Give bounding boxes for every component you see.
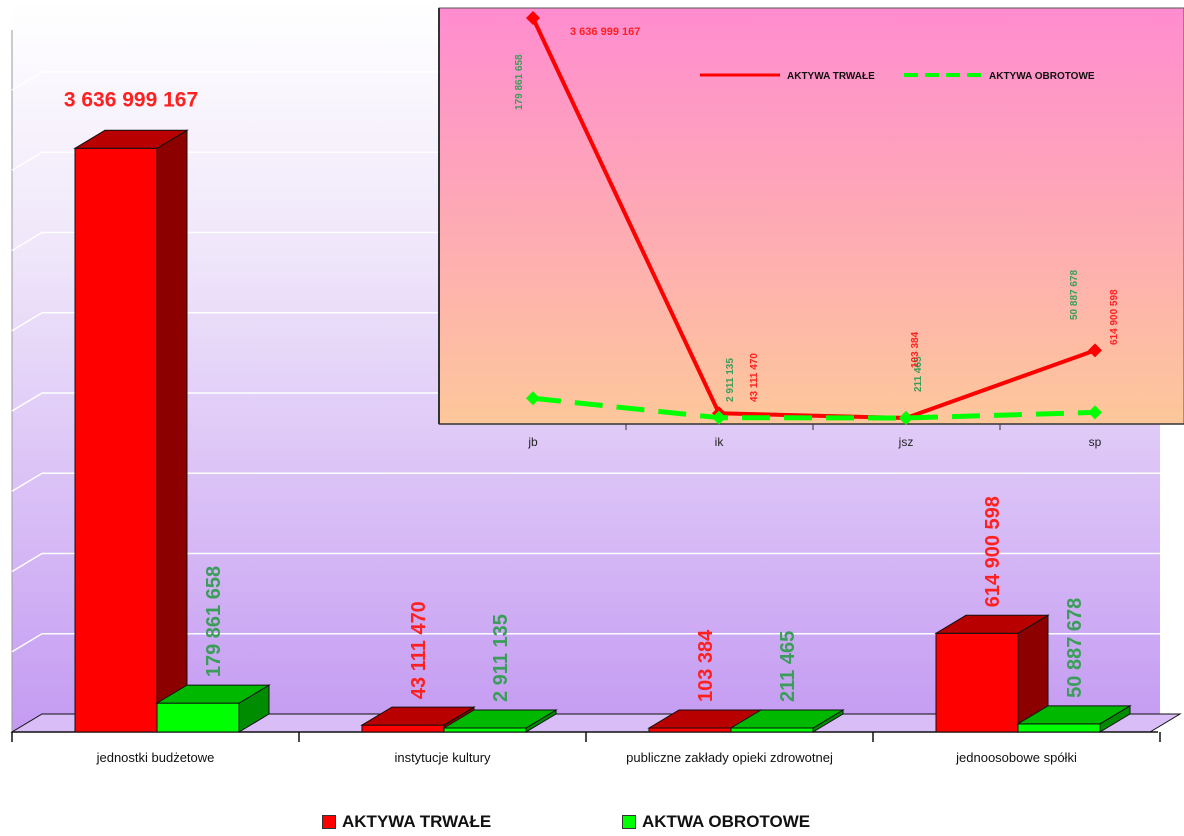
inset-data-label: 50 887 678 [1069,270,1080,320]
inset-x-tick-label: ik [715,435,725,449]
data-label: 3 636 999 167 [64,88,198,111]
gridline-depth [11,552,43,573]
inset-data-label: 43 111 470 [749,353,760,402]
gridline-depth [11,633,43,653]
inset-data-label: 2 911 135 [725,358,736,402]
bar-obrotowe [729,709,845,733]
inset-plot-area [438,7,1184,425]
line-chart-inset: jb ik jsz sp 3 636 999 167 179 861 658 2 911 1… [438,7,1184,449]
inset-data-label: 103 384 [910,331,921,368]
inset-line-trwale [531,17,1096,420]
legend-item-obrotowe: AKTWA OBROTOWE [622,812,810,832]
inset-point [1088,343,1102,358]
inset-legend: AKTYWA TRWAŁE AKTYWA OBROTOWE [700,71,1095,82]
bar-trwale [934,614,1050,733]
gridline-depth [11,71,43,91]
inset-data-label: 614 900 598 [1109,289,1120,345]
inset-x-tick-label: jb [527,435,538,449]
gridline-depth [11,231,43,252]
legend-item-trwale: AKTYWA TRWAŁE [322,812,491,832]
gridline-depth [11,151,43,171]
inset-point [899,410,913,425]
bar-obrotowe [442,709,558,733]
gridline-depth [11,392,43,412]
inset-x-tick-label: jsz [898,435,914,449]
gridline-depth [11,312,43,332]
legend-label-trwale: AKTYWA TRWAŁE [342,812,492,831]
legend-swatch-obrotowe [622,815,636,829]
inset-point [1088,405,1102,420]
x-tick-label: publiczne zakłady opieki zdrowotnej [626,750,833,765]
data-label: 179 861 658 [203,566,225,677]
legend-label-obrotowe: AKTWA OBROTOWE [642,812,811,831]
inset-point [526,391,540,406]
data-label: 614 900 598 [982,496,1004,607]
inset-point [526,11,540,25]
data-label: 50 887 678 [1064,598,1086,698]
inset-point [712,410,726,425]
inset-data-label: 211 465 [913,356,924,392]
bar-trwale [73,129,189,733]
x-tick-label: instytucje kultury [394,750,491,765]
inset-data-label: 3 636 999 167 [570,26,640,38]
data-label: 43 111 470 [408,601,430,699]
data-label: 211 465 [777,631,799,702]
bar-obrotowe [1016,704,1132,733]
gridline-depth [11,472,43,492]
bar-obrotowe [155,684,271,733]
inset-line-obrotowe [532,395,1096,421]
inset-legend-label-obrotowe: AKTYWA OBROTOWE [989,71,1095,82]
data-label: 103 384 [695,629,717,702]
inset-y-axis [438,8,440,424]
inset-x-tick-label: sp [1089,435,1102,449]
inset-legend-label-trwale: AKTYWA TRWAŁE [787,71,875,82]
x-tick-label: jednostki budżetowe [96,750,215,765]
inset-data-label: 179 861 658 [514,54,525,110]
legend-swatch-trwale [322,815,336,829]
x-tick-label: jednoosobowe spółki [955,750,1077,765]
data-label: 2 911 135 [490,614,512,702]
